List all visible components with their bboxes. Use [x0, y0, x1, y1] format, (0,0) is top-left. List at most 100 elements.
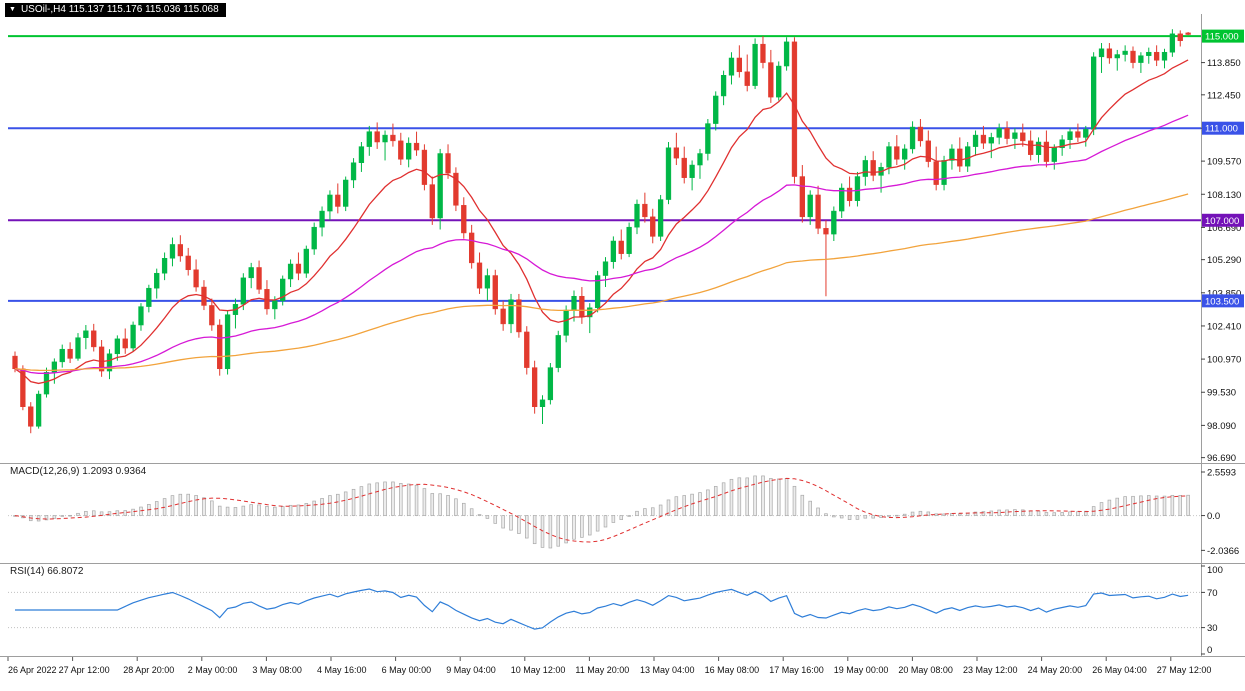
candle-body — [1043, 141, 1050, 162]
candle-body — [169, 244, 176, 259]
rsi-axis-label: 70 — [1207, 588, 1218, 599]
macd-histogram-bar — [532, 515, 537, 545]
candle-body — [508, 299, 514, 325]
candle-body — [594, 275, 601, 309]
rsi-axis-label: 100 — [1207, 565, 1223, 576]
price-tick-label: 106.690 — [1207, 223, 1241, 234]
candle-body — [571, 296, 577, 311]
time-axis-label: 9 May 04:00 — [446, 665, 496, 675]
chart-frame — [0, 14, 1245, 657]
macd-histogram-bar — [462, 502, 466, 516]
macd-histogram-bar — [375, 482, 379, 516]
candle-body — [185, 255, 191, 271]
candle-body — [972, 134, 979, 147]
macd-histogram-bar — [1147, 495, 1151, 516]
macd-histogram-bar — [910, 511, 915, 516]
candle-body — [720, 75, 727, 97]
time-axis-label: 3 May 08:00 — [252, 665, 302, 675]
macd-histogram-bar — [44, 515, 49, 521]
candle-body — [697, 153, 703, 166]
macd-axis-label: 0.0 — [1207, 511, 1220, 522]
macd-histogram-bar — [926, 511, 931, 516]
symbol-info-bar[interactable]: ▼ USOil-,H4 115.137 115.176 115.036 115.… — [5, 3, 226, 17]
macd-histogram-bar — [611, 515, 616, 523]
rsi-indicator-label: RSI(14) 66.8072 — [10, 566, 84, 577]
candle-body — [91, 330, 97, 348]
collapse-icon: ▼ — [9, 6, 16, 13]
time-axis-label: 26 Apr 2022 — [8, 665, 57, 675]
macd-histogram-bar — [414, 484, 419, 516]
candle-body — [177, 244, 183, 257]
macd-histogram-bar — [808, 500, 812, 516]
candle-body — [272, 300, 278, 310]
macd-axis-label: -2.0366 — [1207, 546, 1239, 557]
time-axis[interactable]: 26 Apr 2022 27 Apr 12:00 28 Apr 20:00 2 May… — [7, 657, 1212, 675]
macd-histogram-bar — [871, 515, 875, 519]
time-axis-label: 27 May 12:00 — [1157, 665, 1212, 675]
macd-histogram-bar — [682, 495, 686, 516]
candle-body — [563, 309, 569, 336]
macd-histogram-bar — [1052, 512, 1057, 516]
macd-histogram-bar — [288, 504, 293, 516]
macd-histogram-bar — [674, 496, 679, 516]
candle-body — [642, 203, 648, 218]
candle-body — [1177, 33, 1183, 41]
macd-histogram-bar — [296, 504, 301, 516]
candle-body — [657, 199, 664, 237]
macd-histogram-bar — [217, 505, 222, 516]
macd-histogram-bar — [304, 503, 309, 516]
macd-histogram-bar — [139, 506, 143, 516]
candles — [12, 29, 1191, 434]
macd-histogram-bar — [351, 488, 356, 516]
macd-histogram-bar — [1099, 502, 1104, 516]
macd-histogram-bar — [690, 493, 694, 516]
macd-histogram-bar — [367, 483, 372, 516]
candle-body — [547, 367, 554, 401]
candle-body — [390, 134, 396, 142]
macd-histogram-bar — [895, 514, 899, 517]
candle-body — [886, 146, 892, 168]
candle-body — [618, 240, 624, 254]
macd-histogram-bar — [1170, 494, 1175, 516]
candle-body — [996, 127, 1002, 138]
candle-body — [917, 126, 924, 142]
macd-histogram-bar — [1028, 510, 1033, 516]
candle-body — [1051, 147, 1057, 162]
rsi-line — [15, 588, 1189, 630]
macd-histogram-bar — [887, 515, 891, 517]
candle-body — [815, 194, 821, 229]
macd-histogram-bar — [698, 492, 702, 516]
macd-histogram-bar — [564, 515, 568, 544]
candle-body — [870, 160, 876, 176]
candle-body — [1012, 132, 1018, 139]
candle-body — [161, 258, 168, 274]
ma-line-50 — [14, 114, 1189, 374]
macd-histogram-bar — [186, 493, 190, 516]
candle-body — [429, 184, 435, 219]
macd-histogram-bar — [178, 493, 183, 516]
candle-body — [1138, 55, 1144, 63]
macd-histogram-bar — [666, 499, 671, 516]
candle-body — [35, 393, 42, 427]
candle-body — [705, 123, 711, 154]
macd-panel: 2.5593 0.0 -2.0366 — [8, 468, 1239, 557]
candle-body — [130, 324, 136, 349]
candle-body — [256, 267, 262, 290]
candle-body — [902, 148, 908, 160]
candle-body — [862, 160, 868, 177]
macd-histogram-bar — [729, 478, 734, 516]
price-badge-107.000 — [1202, 213, 1244, 227]
macd-histogram-bar — [1036, 510, 1041, 516]
price-badge-111.000 — [1202, 121, 1244, 135]
candle-body — [500, 308, 506, 325]
candle-body — [744, 71, 750, 86]
macd-histogram-bar — [832, 515, 836, 518]
candle-body — [689, 164, 695, 178]
candle-body — [1083, 129, 1089, 138]
macd-histogram-bar — [737, 477, 742, 516]
macd-histogram-bar — [548, 515, 553, 549]
candle-body — [106, 353, 113, 372]
macd-axis-label: 2.5593 — [1207, 468, 1236, 479]
macd-histogram-bar — [540, 515, 545, 548]
